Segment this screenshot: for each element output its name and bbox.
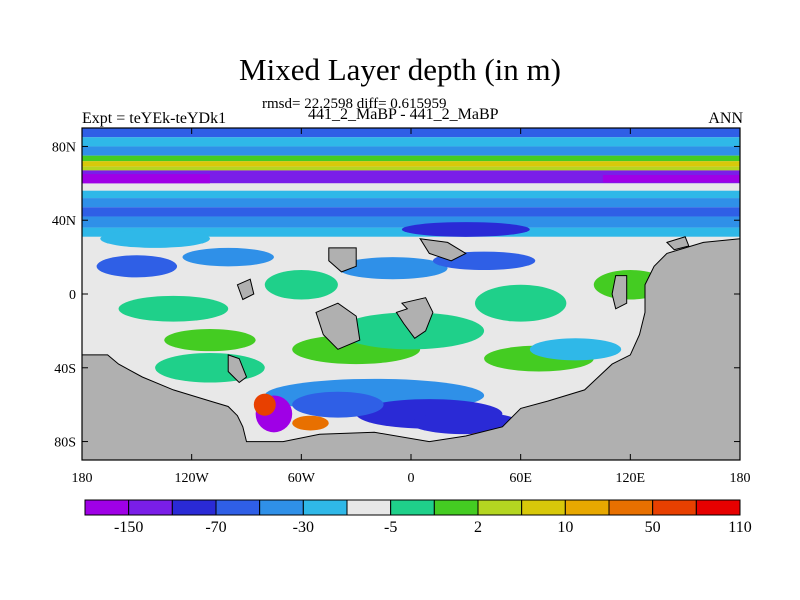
land-region-6 bbox=[611, 275, 628, 310]
colorbar-label: -70 bbox=[205, 519, 226, 536]
field-band-2 bbox=[82, 146, 740, 156]
field-patch-12 bbox=[100, 229, 210, 248]
x-tick-label: 180 bbox=[72, 471, 93, 486]
y-axis: 80N 40N 0 40S 80S bbox=[52, 140, 740, 451]
case-label: 441_2_MaBP - 441_2_MaBP bbox=[308, 106, 499, 123]
field-band-10 bbox=[82, 207, 740, 217]
field-patch-1 bbox=[182, 247, 274, 267]
field-patch-0 bbox=[96, 255, 178, 278]
land-region-4 bbox=[419, 238, 467, 262]
x-tick-label: 60E bbox=[509, 471, 532, 486]
x-tick-label: 180 bbox=[730, 471, 751, 486]
colorbar-swatch bbox=[346, 499, 392, 516]
colorbar-swatch bbox=[521, 499, 566, 516]
colorbar-label: -150 bbox=[114, 519, 143, 536]
colorbar-swatch bbox=[390, 499, 435, 516]
field-core-west bbox=[82, 174, 210, 184]
field-band-1 bbox=[82, 137, 740, 147]
y-tick-label: 80N bbox=[52, 140, 76, 155]
colorbar-swatch bbox=[84, 499, 130, 516]
x-tick-label: 60W bbox=[288, 471, 316, 486]
land-region-3 bbox=[395, 297, 434, 339]
experiment-label: Expt = teYEk-teYDk1 bbox=[82, 110, 227, 127]
stats-line: rmsd= 22.2598 diff= 0.615959 bbox=[262, 96, 447, 112]
field-band-4 bbox=[82, 161, 740, 167]
field-patch-6 bbox=[474, 284, 567, 322]
colorbar-swatch bbox=[564, 499, 610, 516]
x-axis: 180 120W 60W 0 60E 120E 180 bbox=[72, 128, 751, 486]
x-tick-label: 0 bbox=[408, 471, 415, 486]
colorbar-label: 2 bbox=[474, 519, 482, 536]
field-patch-20 bbox=[292, 415, 329, 431]
field-patch-5 bbox=[264, 270, 338, 300]
x-tick-label: 120E bbox=[616, 471, 646, 486]
colorbar-swatch bbox=[652, 499, 697, 516]
field-patch-23 bbox=[529, 338, 622, 361]
y-tick-label: 40N bbox=[52, 214, 76, 229]
land-region-8 bbox=[665, 236, 690, 251]
season-label: ANN bbox=[708, 110, 743, 127]
colorbar-label: 50 bbox=[645, 519, 661, 536]
colorbar-label: -30 bbox=[293, 519, 314, 536]
chart-title: Mixed Layer depth (in m) bbox=[239, 52, 561, 87]
colorbar-label: -5 bbox=[384, 519, 397, 536]
colorbar: -150 -70 -30 -5 2 10 50 110 bbox=[84, 499, 752, 536]
field-patch-2 bbox=[337, 257, 448, 280]
y-tick-label: 0 bbox=[69, 288, 76, 303]
colorbar-swatch bbox=[302, 499, 348, 516]
field-patch-22 bbox=[155, 353, 265, 383]
colorbar-swatch bbox=[433, 499, 479, 516]
colorbar-label: 110 bbox=[728, 519, 751, 536]
colorbar-swatch bbox=[695, 499, 741, 516]
land-region-5 bbox=[236, 278, 255, 301]
colorbar-swatch bbox=[477, 499, 523, 516]
y-tick-label: 80S bbox=[54, 436, 76, 451]
field-patch-16 bbox=[292, 391, 384, 418]
field-band-6 bbox=[82, 170, 740, 184]
field-band-13 bbox=[82, 236, 740, 247]
land-region-7 bbox=[227, 354, 248, 384]
colorbar-swatch bbox=[128, 499, 173, 516]
field-band-8 bbox=[82, 190, 740, 199]
y-tick-label: 40S bbox=[54, 362, 76, 377]
land-mask bbox=[82, 236, 740, 460]
field-band-3 bbox=[82, 155, 740, 162]
land-region-0 bbox=[82, 238, 740, 460]
colorbar-label: 10 bbox=[557, 519, 573, 536]
field-band-9 bbox=[82, 198, 740, 208]
colorbar-swatch bbox=[215, 499, 261, 516]
land-region-2 bbox=[315, 302, 361, 350]
field-core-east bbox=[602, 175, 740, 183]
colorbar-swatch bbox=[259, 499, 304, 516]
colorbar-swatch bbox=[171, 499, 217, 516]
colorbar-swatch bbox=[608, 499, 654, 516]
field-patch-19 bbox=[253, 393, 276, 416]
field-patch-4 bbox=[118, 295, 229, 322]
field-band-7 bbox=[82, 183, 740, 191]
field-band-11 bbox=[82, 216, 740, 228]
land-region-1 bbox=[328, 247, 357, 273]
field-band-5 bbox=[82, 166, 740, 171]
field-patch-8 bbox=[164, 329, 256, 352]
field-patch-13 bbox=[401, 222, 530, 237]
x-tick-label: 120W bbox=[175, 471, 210, 486]
